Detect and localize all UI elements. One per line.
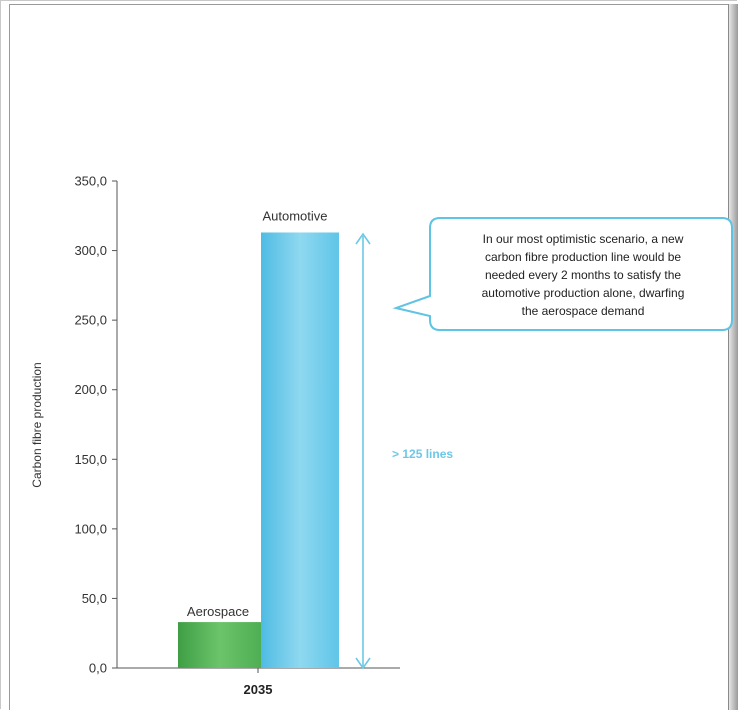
frame-left-border xyxy=(9,4,10,710)
y-axis-label: Carbon fibre production xyxy=(30,362,44,487)
y-tick-label: 50,0 xyxy=(82,591,107,606)
y-tick-label: 0,0 xyxy=(89,661,107,676)
bars xyxy=(178,232,339,669)
bar-label-aerospace: Aerospace xyxy=(187,604,249,619)
arrow-label: > 125 lines xyxy=(392,447,453,461)
callout-line-3: needed every 2 months to satisfy the xyxy=(485,268,681,282)
frame-right-border xyxy=(728,4,729,710)
frame-top-border xyxy=(9,4,729,5)
callout-bubble xyxy=(392,217,733,331)
callout-line-4: automotive production alone, dwarfing xyxy=(482,286,685,300)
y-ticks: 0,0 50,0 100,0 150,0 200,0 250,0 300,0 350,0 xyxy=(74,174,117,676)
y-tick-label: 300,0 xyxy=(74,243,107,258)
y-tick-label: 200,0 xyxy=(74,382,107,397)
y-tick-label: 100,0 xyxy=(74,521,107,536)
y-tick-label: 350,0 xyxy=(74,174,107,189)
y-tick-label: 150,0 xyxy=(74,452,107,467)
bar-aerospace xyxy=(178,622,261,668)
category-label: 2035 xyxy=(244,682,273,697)
bar-label-automotive: Automotive xyxy=(262,208,327,223)
bar-automotive xyxy=(261,232,339,669)
y-tick-label: 250,0 xyxy=(74,313,107,328)
callout-line-5: the aerospace demand xyxy=(522,304,645,318)
callout: In our most optimistic scenario, a new c… xyxy=(392,217,733,331)
frame-shadow xyxy=(729,4,738,710)
arrow-head-down xyxy=(355,657,371,670)
callout-line-1: In our most optimistic scenario, a new xyxy=(483,232,684,246)
arrow-head-up xyxy=(355,232,371,245)
double-arrow xyxy=(355,232,371,670)
callout-line-2: carbon fibre production line would be xyxy=(485,250,681,264)
x-axis xyxy=(117,667,400,673)
